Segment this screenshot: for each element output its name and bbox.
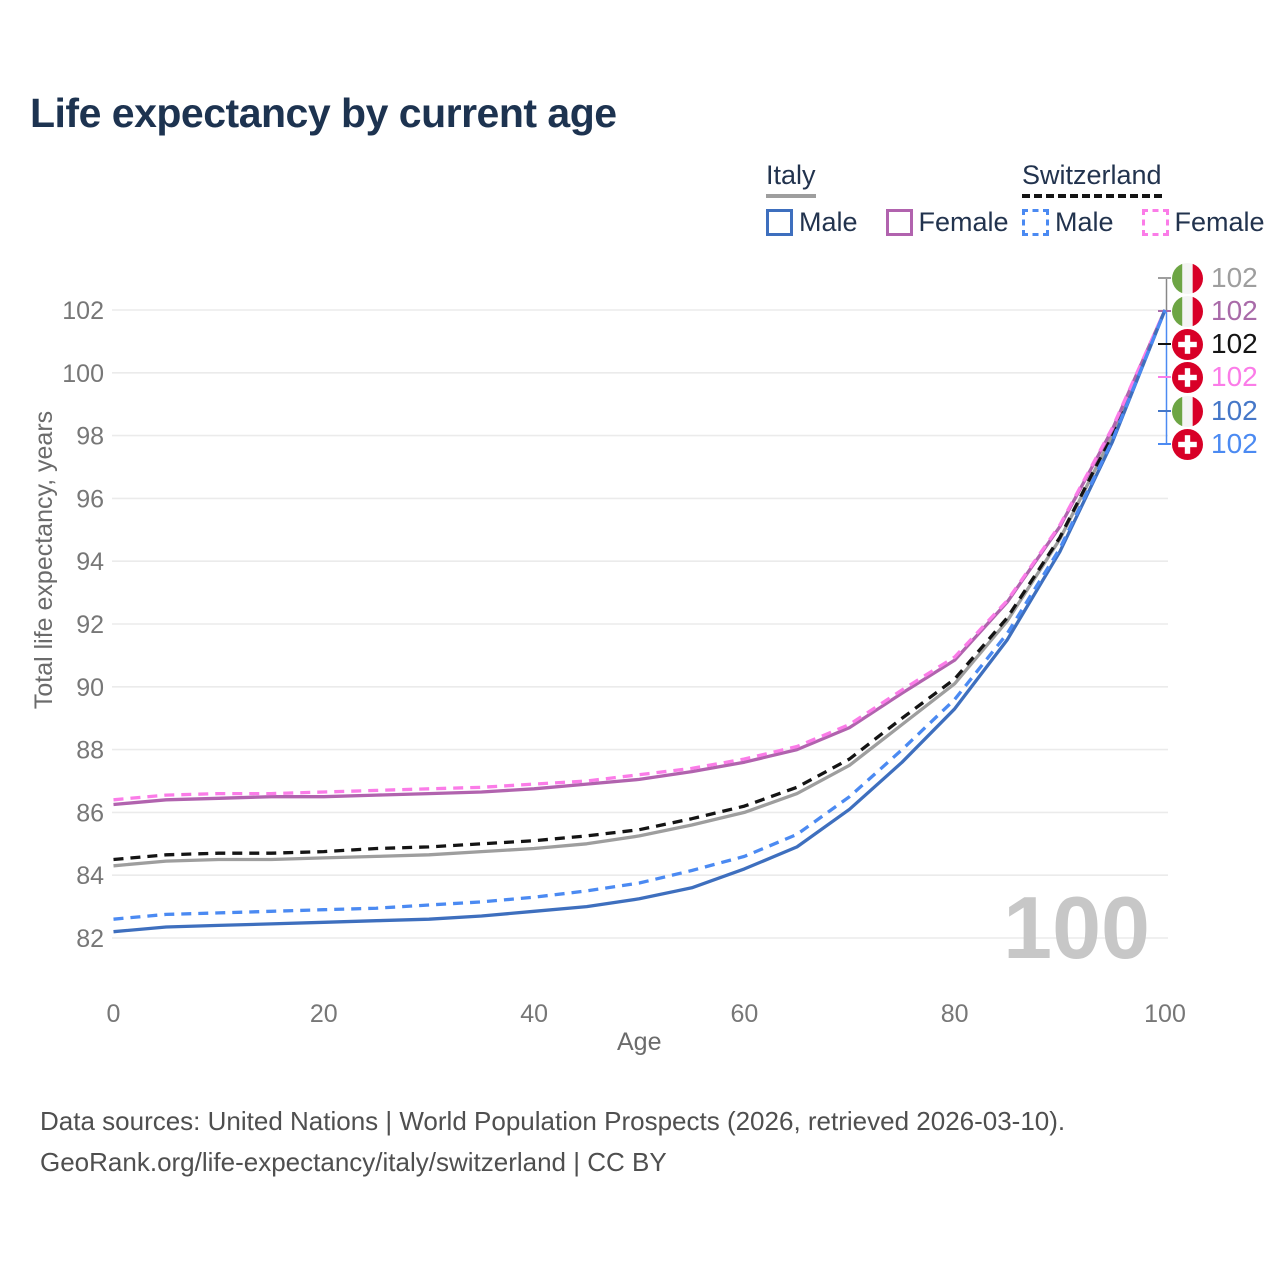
end-value: 102	[1211, 262, 1258, 293]
end-label-italy-female: 102	[1172, 295, 1258, 327]
y-tick-label-84: 84	[76, 862, 104, 890]
data-source-note: Data sources: United Nations | World Pop…	[40, 1106, 1066, 1136]
y-tick-label-100: 100	[62, 360, 104, 388]
series-line-switzerland-female[interactable]	[113, 309, 1167, 802]
y-tick-label-92: 92	[76, 611, 104, 639]
legend-group-switzerland: Switzerland Male Female	[1022, 160, 1280, 238]
end-value: 102	[1211, 395, 1258, 426]
italy-flag-icon	[1172, 395, 1203, 427]
page-title: Life expectancy by current age	[30, 90, 617, 136]
legend-country-switzerland[interactable]: Switzerland	[1022, 160, 1162, 198]
end-label-switzerland-female: 102	[1172, 361, 1258, 393]
x-tick-label-0: 0	[107, 1000, 121, 1028]
switzerland-flag-icon	[1172, 328, 1203, 360]
x-axis-title: Age	[617, 1028, 661, 1056]
legend-swatch-italy-male[interactable]	[766, 209, 793, 236]
y-tick-label-82: 82	[76, 925, 104, 953]
end-label-italy-male: 102	[1172, 395, 1258, 427]
legend-swatch-switzerland-male[interactable]	[1022, 209, 1049, 236]
legend-country-italy[interactable]: Italy	[766, 160, 816, 198]
x-tick-label-20: 20	[310, 1000, 338, 1028]
end-label-switzerland-male: 102	[1172, 428, 1258, 460]
italy-flag-icon	[1172, 262, 1203, 294]
x-tick-label-100: 100	[1144, 1000, 1186, 1028]
switzerland-flag-icon	[1172, 428, 1203, 460]
y-axis-title: Total life expectancy, years	[30, 411, 58, 709]
legend-label-italy-female[interactable]: Female	[918, 207, 1009, 237]
italy-flag-icon	[1172, 295, 1203, 327]
y-tick-label-86: 86	[76, 799, 104, 827]
y-tick-label-88: 88	[76, 737, 104, 765]
legend-label-italy-male[interactable]: Male	[799, 207, 858, 237]
y-tick-label-94: 94	[76, 548, 104, 576]
series-line-switzerland-male[interactable]	[113, 309, 1167, 921]
series-line-italy-overall[interactable]	[113, 309, 1167, 868]
legend-label-switzerland-male[interactable]: Male	[1055, 207, 1114, 237]
end-value: 102	[1211, 361, 1258, 392]
end-label-italy-overall: 102	[1172, 262, 1258, 294]
y-tick-label-90: 90	[76, 674, 104, 702]
y-tick-label-96: 96	[76, 485, 104, 513]
series-line-italy-male[interactable]	[113, 309, 1167, 934]
x-tick-label-80: 80	[941, 1000, 969, 1028]
end-value: 102	[1211, 328, 1258, 359]
attribution-link: GeoRank.org/life-expectancy/italy/switze…	[40, 1147, 667, 1177]
legend-label-switzerland-female[interactable]: Female	[1174, 207, 1265, 237]
y-tick-label-98: 98	[76, 423, 104, 451]
legend-swatch-italy-female[interactable]	[885, 209, 913, 236]
end-value: 102	[1211, 295, 1258, 326]
hover-age-watermark: 100	[1003, 878, 1150, 977]
end-value: 102	[1211, 428, 1258, 459]
series-line-italy-female[interactable]	[113, 309, 1167, 807]
x-tick-label-40: 40	[520, 1000, 548, 1028]
x-tick-label-60: 60	[730, 1000, 758, 1028]
y-tick-label-102: 102	[62, 297, 104, 325]
series-line-switzerland-overall[interactable]	[113, 309, 1167, 862]
legend-group-italy: Italy Male Female	[766, 160, 1031, 238]
switzerland-flag-icon	[1172, 361, 1203, 393]
legend-swatch-switzerland-female[interactable]	[1141, 209, 1169, 236]
end-label-switzerland-overall: 102	[1172, 328, 1258, 360]
